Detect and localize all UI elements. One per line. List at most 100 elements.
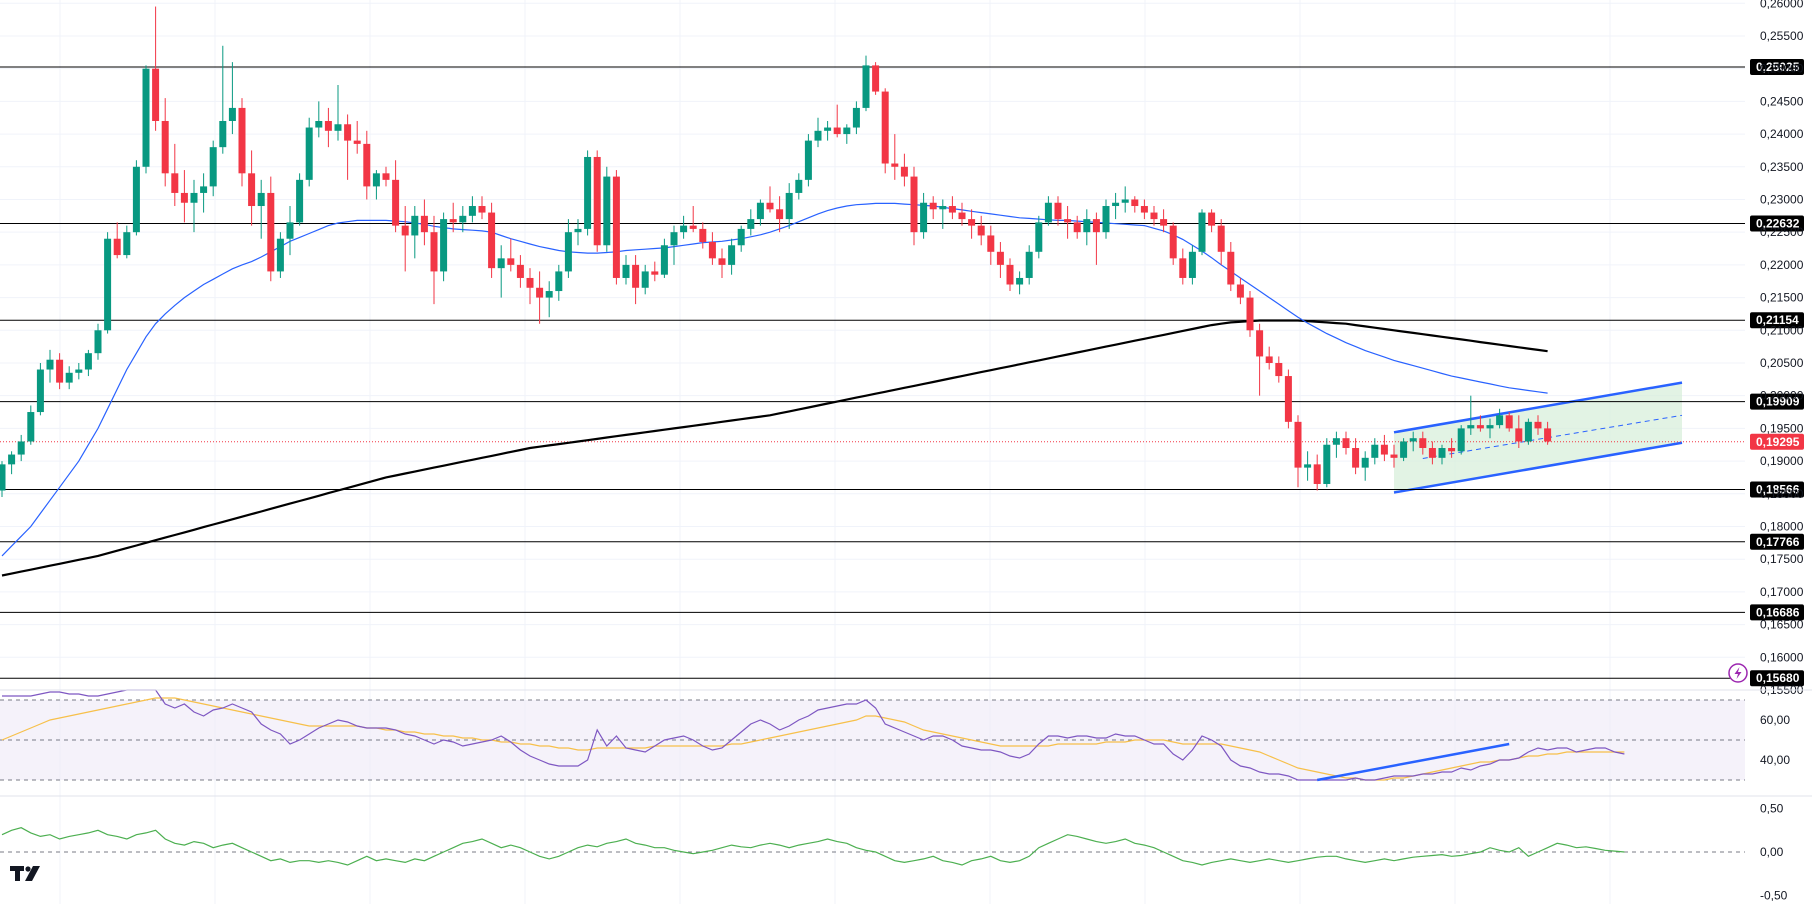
candle: [468, 196, 476, 223]
candle: [1352, 438, 1360, 475]
level-tag-label: 0,17766: [1756, 535, 1800, 549]
candle: [0, 461, 6, 498]
candle-body: [1131, 199, 1139, 207]
level-tag: [1750, 533, 1804, 550]
candle: [680, 215, 688, 239]
candle: [929, 196, 937, 220]
price-tick-label: 0,18000: [1760, 519, 1804, 533]
candle-body: [267, 192, 275, 272]
candle-body: [516, 264, 524, 278]
price-tick-label: 0,24500: [1760, 94, 1804, 108]
candle-body: [161, 120, 169, 174]
candle: [756, 199, 764, 226]
candle: [161, 98, 169, 187]
candle: [1313, 454, 1321, 491]
candle-body: [996, 251, 1004, 265]
candle-body: [1236, 284, 1244, 298]
candle-body: [344, 124, 352, 141]
candle-body: [718, 258, 726, 265]
candle-body: [36, 369, 44, 413]
candle-body: [1140, 206, 1148, 213]
logo-stem: [15, 866, 20, 881]
last-price-label: 0,19295: [1756, 435, 1800, 449]
candle: [881, 88, 889, 174]
candle-body: [238, 107, 246, 174]
candle: [728, 238, 736, 275]
candle: [1016, 271, 1024, 295]
candle: [651, 261, 659, 282]
oscillator-panel[interactable]: 0,50 0,00 -0,50: [0, 689, 1812, 902]
channel-lower-line[interactable]: [1393, 441, 1683, 494]
horizontal-levels[interactable]: 0,25025 0,22632 0,21154 0,19909 0,18566 0,177…: [0, 59, 1804, 687]
candle: [1102, 199, 1110, 239]
candle: [1505, 412, 1513, 432]
candle-body: [1304, 464, 1312, 468]
candle-body: [1496, 415, 1504, 426]
price-tick-label: 0,21500: [1760, 291, 1804, 305]
candle-body: [680, 225, 688, 233]
price-tick-label: 0,19000: [1760, 454, 1804, 468]
candle: [603, 166, 611, 252]
candle: [814, 117, 822, 148]
candle: [104, 232, 112, 334]
candle: [459, 206, 467, 233]
candle-body: [0, 464, 6, 491]
candle: [286, 206, 294, 256]
candle-body: [1073, 222, 1081, 233]
channel-upper-line[interactable]: [1393, 381, 1683, 434]
candle: [1284, 369, 1292, 429]
candle-body: [977, 225, 985, 236]
candle: [1246, 291, 1254, 337]
candle: [209, 140, 217, 197]
candle: [900, 153, 908, 187]
candle: [8, 451, 16, 475]
candle: [1534, 415, 1542, 435]
candle-body: [814, 130, 822, 141]
price-tick-label: 0,22500: [1760, 225, 1804, 239]
candle: [833, 104, 841, 138]
candle: [248, 150, 256, 226]
candle: [392, 160, 400, 233]
candle: [910, 166, 918, 246]
candle: [65, 366, 73, 390]
level-tag-label: 0,22632: [1756, 217, 1800, 231]
candle-body: [526, 277, 534, 288]
candle-body: [65, 372, 73, 383]
level-tag-label: 0,19909: [1756, 395, 1800, 409]
candle-body: [948, 206, 956, 213]
long-moving-average: [1, 319, 1548, 577]
level-tag: [1750, 312, 1804, 329]
candle: [699, 222, 707, 249]
candle: [785, 183, 793, 229]
candle-body: [1092, 219, 1100, 233]
candle-body: [180, 192, 188, 203]
candle: [305, 117, 313, 187]
candle-body: [1102, 206, 1110, 233]
rsi-trendline[interactable]: [1316, 742, 1510, 782]
ascending-channel[interactable]: [1393, 381, 1683, 494]
candle-body: [574, 228, 582, 233]
candle-body: [8, 454, 16, 465]
price-axis[interactable]: 0,26000 0,25500 0,25000 0,24500 0,24000 0,235…: [1760, 0, 1804, 697]
alert-button[interactable]: [1728, 663, 1748, 683]
candle-body: [939, 206, 947, 210]
level-tag: [1750, 481, 1804, 498]
candle-body: [1332, 438, 1340, 445]
candle: [440, 212, 448, 282]
candle-body: [1160, 219, 1168, 226]
candle-body: [123, 232, 131, 256]
candle: [689, 206, 697, 233]
candle: [670, 225, 678, 265]
candle-body: [468, 206, 476, 216]
rsi-panel[interactable]: 60,00 40,00: [0, 689, 1790, 782]
candle-body: [507, 258, 515, 265]
level-tag: [1750, 604, 1804, 621]
candle: [1083, 209, 1091, 246]
candle-body: [555, 271, 563, 292]
candle: [1524, 418, 1532, 445]
tradingview-logo[interactable]: [10, 866, 40, 881]
candle: [94, 323, 102, 360]
candle-body: [27, 412, 35, 442]
candle-body: [363, 143, 371, 187]
